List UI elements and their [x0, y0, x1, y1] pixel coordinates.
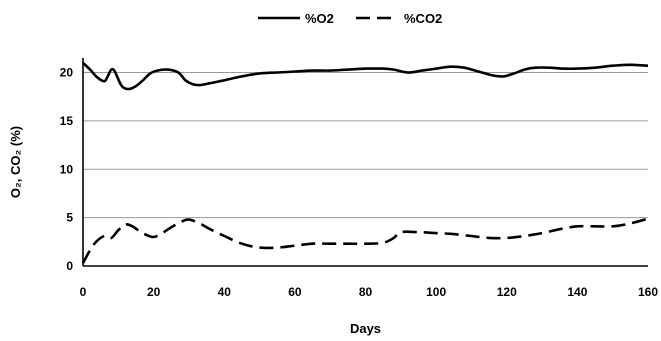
legend: %O2 %CO2: [258, 11, 442, 26]
co2-series-line: [81, 217, 649, 264]
x-tick-label: 0: [80, 285, 87, 299]
legend-o2-label: %O2: [305, 11, 334, 26]
x-tick-label: 60: [288, 285, 302, 299]
legend-co2-label: %CO2: [404, 11, 442, 26]
axes: [82, 58, 648, 267]
x-tick-label: 20: [147, 285, 161, 299]
x-tick-label: 140: [567, 285, 587, 299]
tick-labels: 0 5 10 15 20 0 20 40 60 80 100 120 140 160: [60, 66, 659, 299]
x-tick-label: 160: [638, 285, 658, 299]
o2-series-line: [82, 61, 649, 91]
x-tick-label: 100: [426, 285, 446, 299]
x-tick-label: 120: [497, 285, 517, 299]
y-tick-label: 20: [60, 66, 74, 80]
y-tick-label: 5: [66, 211, 73, 225]
y-tick-label: 15: [60, 114, 74, 128]
y-tick-label: 0: [66, 259, 73, 273]
x-axis-label: Days: [350, 321, 381, 336]
y-axis-label: O₂, CO₂ (%): [8, 126, 23, 198]
series-lines: [81, 61, 649, 264]
x-tick-label: 80: [359, 285, 373, 299]
y-tick-label: 10: [60, 162, 74, 176]
grid-lines: [83, 72, 648, 219]
x-tick-label: 40: [218, 285, 232, 299]
